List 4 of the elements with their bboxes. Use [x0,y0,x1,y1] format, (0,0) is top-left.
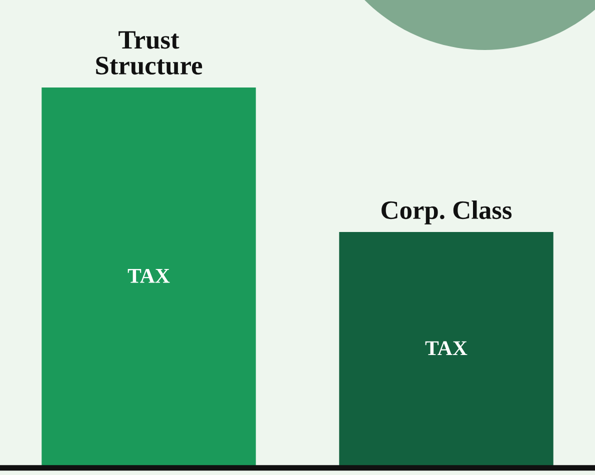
annotation: TAX [425,341,468,355]
annotation: TAX [128,268,170,283]
x-tick-label: Trust Structure [96,31,202,75]
x-tick-label: Corp. Class [382,200,512,224]
